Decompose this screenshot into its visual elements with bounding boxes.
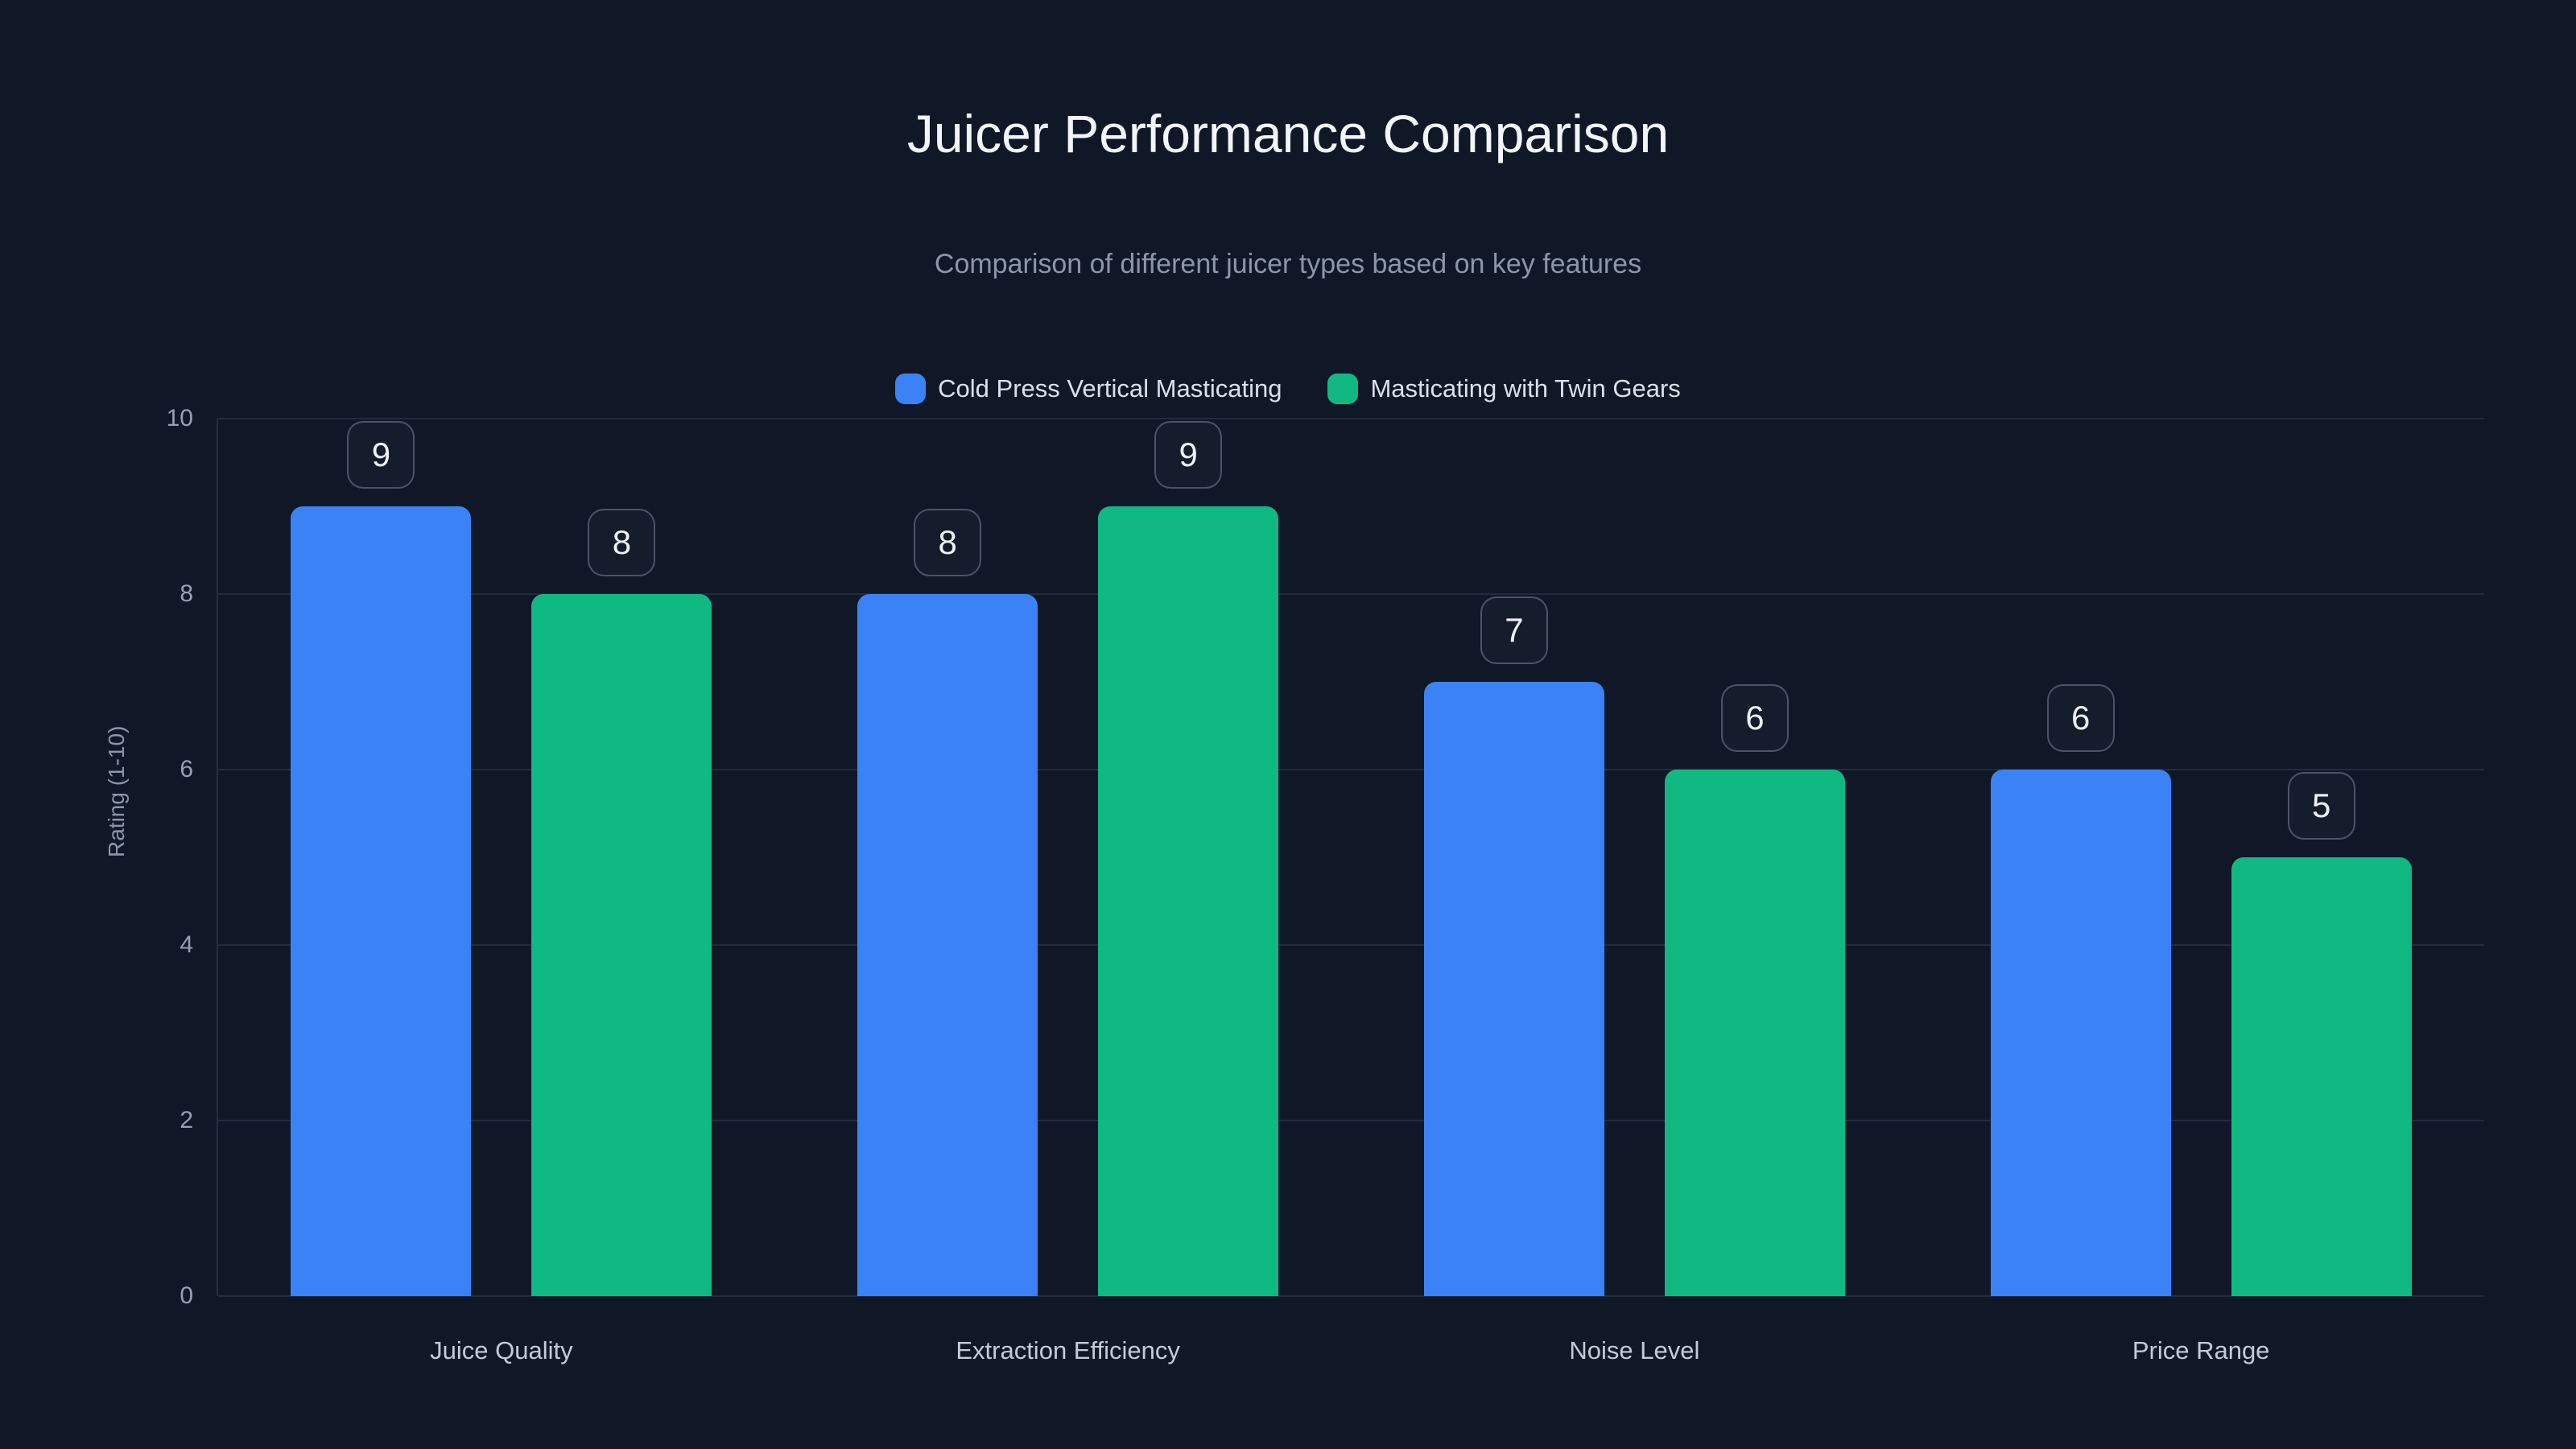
value-badge-masticating-with-twin-gears-extraction-efficiency: 9 <box>1154 421 1223 489</box>
gridline-y8 <box>218 593 2484 595</box>
chart-title: Juicer Performance Comparison <box>906 104 1670 163</box>
y-tick-label-2: 2 <box>180 1107 193 1133</box>
gridline-y10 <box>218 418 2484 419</box>
bar-column-cold-press-vertical-masticating-extraction-efficiency: 8 <box>857 419 1038 1296</box>
gridline-y6 <box>218 769 2484 770</box>
bar-column-masticating-with-twin-gears-price-range: 5 <box>2231 419 2412 1296</box>
y-tick-label-0: 0 <box>180 1282 193 1309</box>
bar-cold-press-vertical-masticating-noise-level <box>1423 682 1604 1296</box>
bar-cold-press-vertical-masticating-juice-quality <box>291 506 472 1296</box>
bar-column-cold-press-vertical-masticating-price-range: 6 <box>1990 419 2171 1296</box>
category-group-price-range: 6 5 Price Range <box>1918 419 2484 1364</box>
legend-swatch-icon <box>1327 374 1359 404</box>
legend-item-masticating-with-twin-gears: Masticating with Twin Gears <box>1327 374 1681 404</box>
gridline-y4 <box>218 944 2484 946</box>
bar-cold-press-vertical-masticating-extraction-efficiency <box>857 594 1038 1296</box>
bar-column-masticating-with-twin-gears-noise-level: 6 <box>1664 419 1845 1296</box>
chart-legend: Cold Press Vertical Masticating Masticati… <box>0 374 2576 404</box>
legend-label: Cold Press Vertical Masticating <box>938 374 1282 402</box>
value-badge-masticating-with-twin-gears-price-range: 5 <box>2287 772 2355 840</box>
bar-masticating-with-twin-gears-price-range <box>2231 857 2412 1296</box>
bar-column-cold-press-vertical-masticating-noise-level: 7 <box>1423 419 1604 1296</box>
x-axis-label-juice-quality: Juice Quality <box>430 1336 573 1364</box>
legend-swatch-icon <box>895 374 927 404</box>
bar-column-masticating-with-twin-gears-extraction-efficiency: 9 <box>1098 419 1279 1296</box>
plot-area: Rating (1-10) 0 2 4 6 8 10 9 8 Juice Quality 8 9 E… <box>104 407 2484 1364</box>
bar-column-masticating-with-twin-gears-juice-quality: 8 <box>531 419 712 1296</box>
category-group-extraction-efficiency: 8 9 Extraction Efficiency <box>785 419 1352 1364</box>
value-badge-cold-press-vertical-masticating-extraction-efficiency: 8 <box>914 509 982 576</box>
bar-cold-press-vertical-masticating-price-range <box>1990 770 2171 1296</box>
y-tick-label-10: 10 <box>166 405 193 431</box>
gridline-y0 <box>218 1295 2484 1297</box>
value-badge-cold-press-vertical-masticating-juice-quality: 9 <box>347 421 415 489</box>
value-badge-masticating-with-twin-gears-noise-level: 6 <box>1720 684 1789 752</box>
bar-column-cold-press-vertical-masticating-juice-quality: 9 <box>291 419 472 1296</box>
value-badge-cold-press-vertical-masticating-noise-level: 7 <box>1480 597 1548 664</box>
bar-masticating-with-twin-gears-noise-level <box>1664 770 1845 1296</box>
x-axis-label-price-range: Price Range <box>2132 1336 2270 1364</box>
y-tick-label-8: 8 <box>180 580 193 607</box>
bar-groups: 9 8 Juice Quality 8 9 Extraction Efficiency 7 6… <box>218 419 2484 1364</box>
y-tick-label-6: 6 <box>180 756 193 782</box>
chart-subtitle: Comparison of different juicer types bas… <box>934 249 1642 279</box>
gridline-y2 <box>218 1120 2484 1121</box>
value-badge-cold-press-vertical-masticating-price-range: 6 <box>2046 684 2115 752</box>
y-tick-label-4: 4 <box>180 931 193 958</box>
bar-masticating-with-twin-gears-juice-quality <box>531 594 712 1296</box>
category-group-juice-quality: 9 8 Juice Quality <box>218 419 785 1364</box>
category-group-noise-level: 7 6 Noise Level <box>1352 419 1918 1364</box>
value-badge-masticating-with-twin-gears-juice-quality: 8 <box>588 509 656 576</box>
legend-label: Masticating with Twin Gears <box>1370 374 1681 402</box>
x-axis-label-noise-level: Noise Level <box>1569 1336 1700 1364</box>
legend-item-cold-press-vertical-masticating: Cold Press Vertical Masticating <box>895 374 1282 404</box>
x-axis-label-extraction-efficiency: Extraction Efficiency <box>956 1336 1180 1364</box>
bar-masticating-with-twin-gears-extraction-efficiency <box>1098 506 1279 1296</box>
